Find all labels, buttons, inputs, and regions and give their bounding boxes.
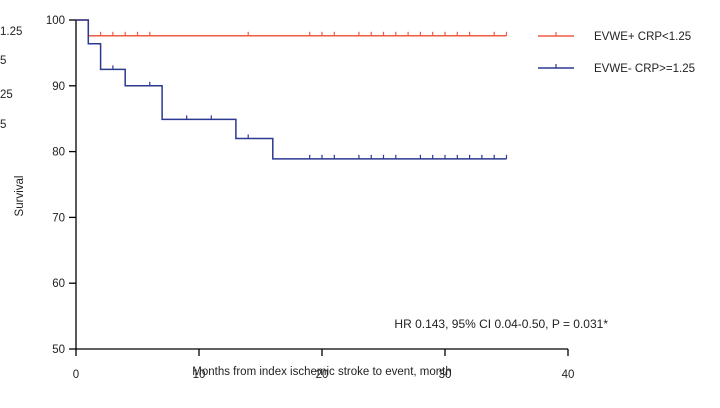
hazard-ratio-annotation: HR 0.143, 95% CI 0.04-0.50, P = 0.031*: [394, 317, 608, 331]
clipped-left-labels: 1.25 5 25 5: [0, 26, 22, 131]
axes: 50 60 70 80 90 100 0 10 20 30 40: [46, 15, 575, 381]
series-1: [76, 19, 508, 37]
x-tick-label: 10: [193, 369, 206, 381]
legend: EVWE+ CRP<1.25 EVWE- CRP>=1.25: [538, 31, 695, 75]
x-tick-label: 30: [439, 369, 452, 381]
x-tick-label: 20: [316, 369, 329, 381]
series-2: [76, 19, 508, 160]
y-tick-label: 60: [52, 278, 65, 290]
legend-label: EVWE- CRP>=1.25: [594, 63, 695, 75]
series-layer: [76, 19, 508, 160]
legend-label: EVWE+ CRP<1.25: [594, 31, 691, 43]
clipped-legend-fragment: 5: [0, 55, 6, 67]
y-tick-label: 80: [52, 147, 65, 159]
x-tick-label: 0: [73, 369, 79, 381]
y-tick-label: 90: [52, 81, 65, 93]
clipped-legend-fragment: 25: [0, 89, 13, 101]
y-tick-label: 70: [52, 212, 65, 224]
x-axis-label: Months from index ischemic stroke to eve…: [192, 366, 452, 378]
clipped-legend-fragment: 5: [0, 119, 6, 131]
survival-step-line: [76, 19, 507, 37]
clipped-legend-fragment: 1.25: [0, 26, 22, 38]
legend-item: EVWE- CRP>=1.25: [538, 63, 695, 75]
x-tick-label: 40: [562, 369, 575, 381]
y-tick-label: 100: [46, 15, 65, 27]
legend-item: EVWE+ CRP<1.25: [538, 31, 691, 43]
y-tick-label: 50: [52, 344, 65, 356]
y-axis-label: Survival: [14, 176, 26, 217]
survival-step-line: [76, 19, 507, 160]
